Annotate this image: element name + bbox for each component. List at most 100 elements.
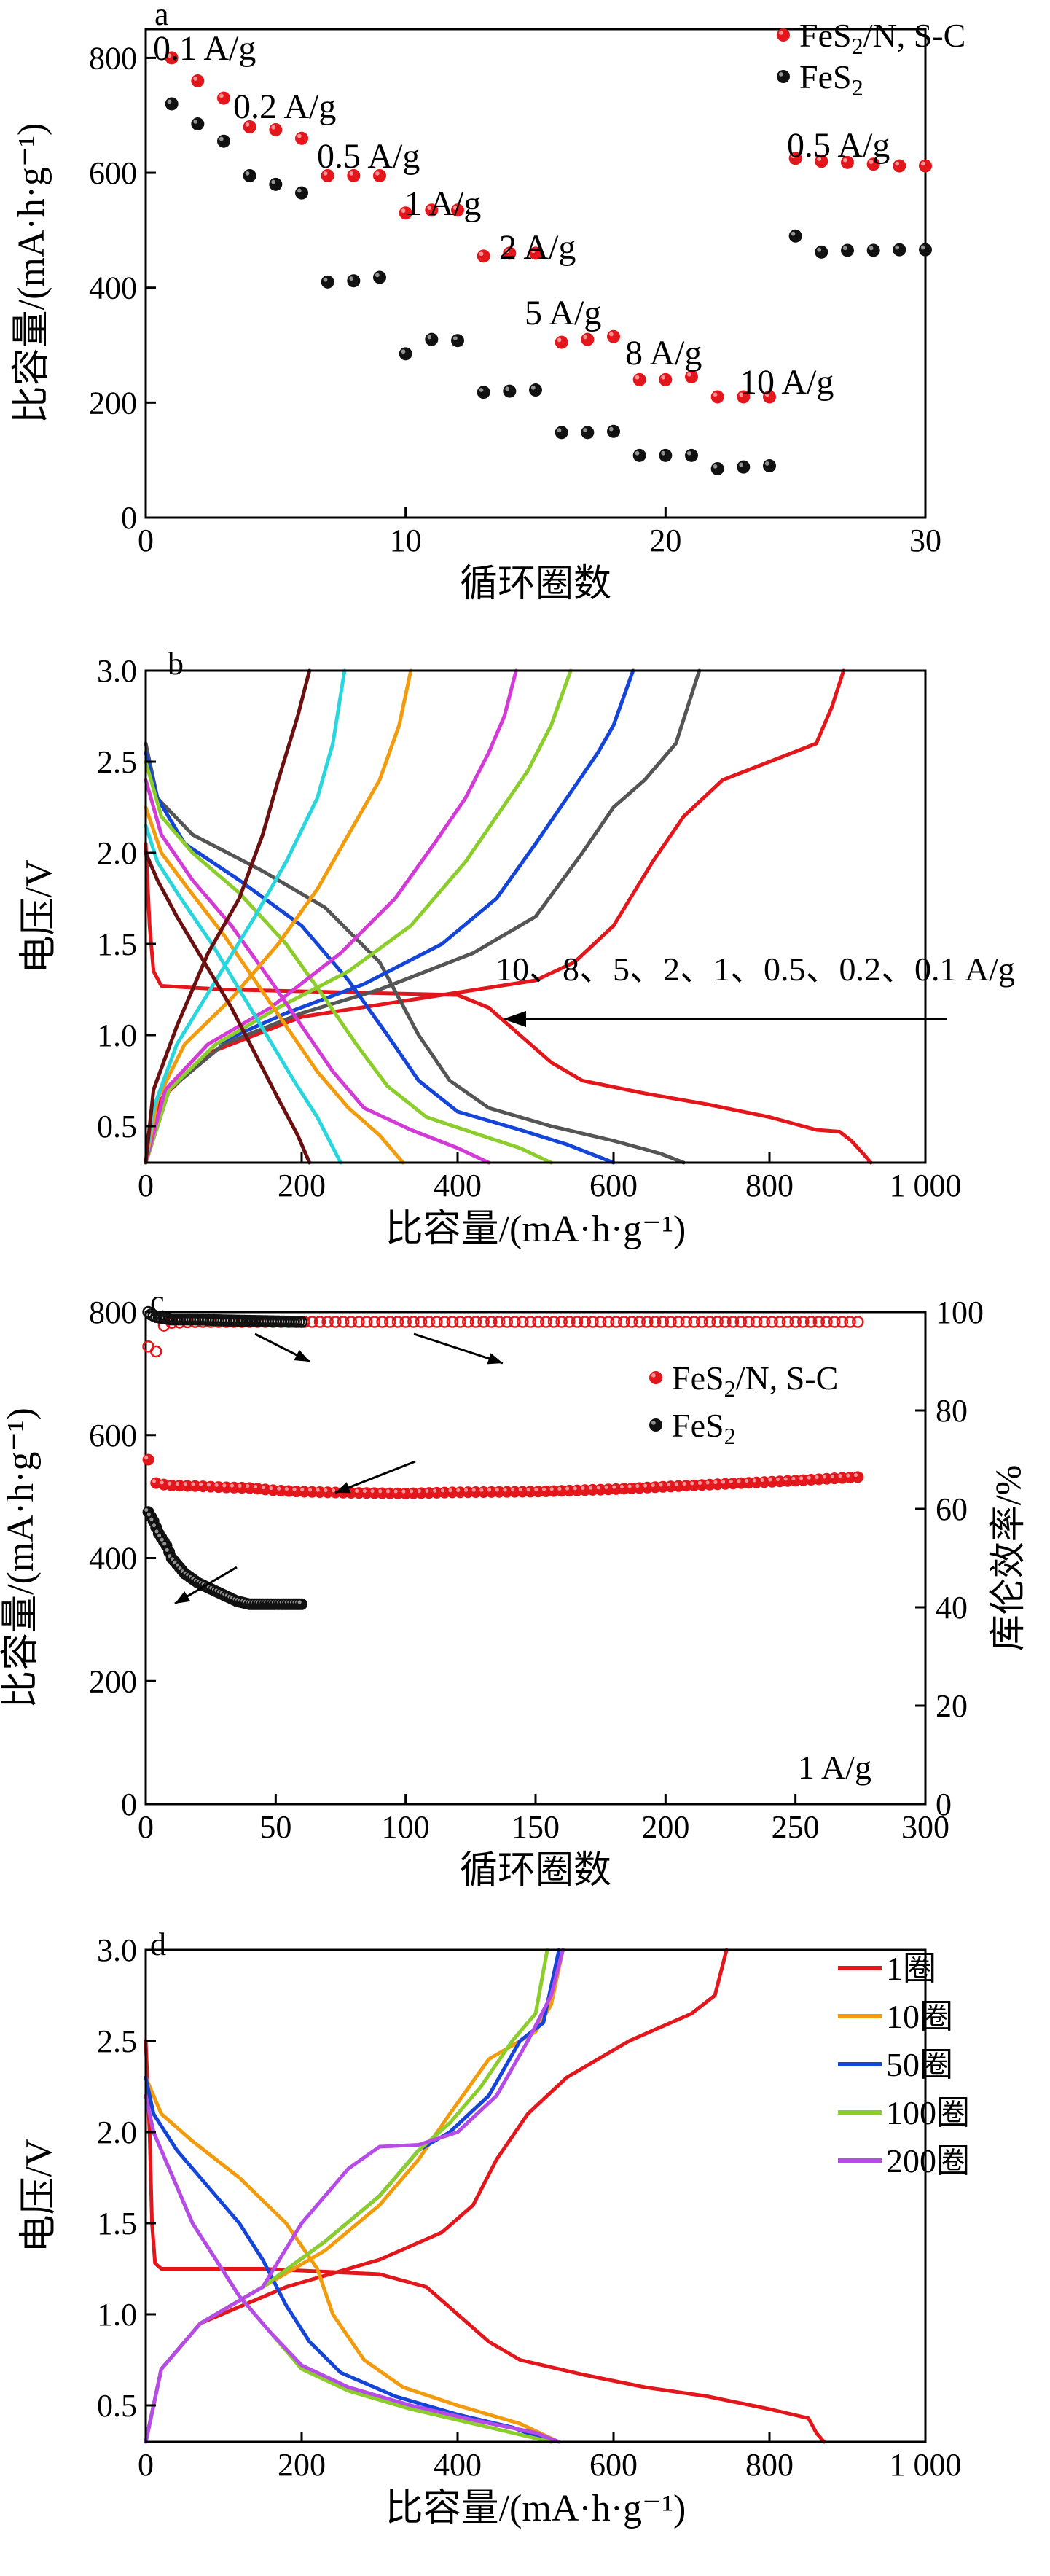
fes2-nsc-efficiency-point (844, 1316, 856, 1328)
x-tick-label: 50 (259, 1809, 291, 1845)
legend-marker-highlight (778, 30, 783, 35)
fes2-nsc-capacity-point-highlight (238, 1483, 242, 1488)
fes2-point-highlight (452, 336, 458, 340)
fes2-nsc-capacity-point-highlight (815, 1475, 819, 1480)
legend-label: FeS2 (672, 1407, 736, 1449)
fes2-point-highlight (349, 276, 354, 281)
fes2-nsc-capacity-point-highlight (277, 1486, 281, 1491)
fes2-point-highlight (583, 428, 588, 433)
fes2-nsc-capacity-point-highlight (324, 1488, 328, 1492)
fes2-point-highlight (920, 245, 925, 250)
fes2-nsc-efficiency-point (454, 1316, 466, 1328)
fes2-point (451, 334, 464, 348)
fes2-point (191, 117, 205, 131)
fes2-nsc-capacity-point-highlight (791, 1476, 796, 1480)
fes2-nsc-capacity-point-highlight (511, 1488, 515, 1492)
fes2-nsc-efficiency-point (391, 1316, 404, 1328)
fes2-nsc-efficiency-point (532, 1316, 544, 1328)
fes2-nsc-point-highlight (193, 76, 198, 81)
fes2-capacity-point-highlight (162, 1542, 167, 1546)
fes2-nsc-point (607, 329, 620, 343)
fes2-nsc-point-highlight (530, 249, 536, 254)
y-axis-label: 比容量/(mA·h·g⁻¹) (0, 1408, 42, 1709)
fes2-point-highlight (401, 349, 406, 354)
y-tick-label: 0 (121, 1787, 137, 1822)
fes2-point (866, 243, 880, 257)
fes2-nsc-efficiency-point (547, 1316, 560, 1328)
charge-curve (144, 1948, 729, 2444)
legend-marker-highlight (778, 71, 783, 77)
rate-annotation: 10 A/g (740, 363, 834, 402)
fes2-capacity-point-highlight (152, 1523, 157, 1528)
y2-tick-label: 60 (936, 1491, 968, 1527)
charge-curve (144, 668, 347, 1165)
fes2-nsc-point (893, 159, 906, 173)
x-tick-label: 600 (589, 2447, 638, 2483)
fes2-nsc-capacity-point-highlight (417, 1489, 421, 1494)
fes2-nsc-capacity-point-highlight (261, 1485, 265, 1490)
fes2-point (217, 134, 230, 148)
fes2-nsc-capacity-point-highlight (526, 1488, 530, 1492)
fes2-point-highlight (842, 246, 847, 251)
x-tick-label: 1 000 (890, 2447, 962, 2483)
fes2-nsc-point-highlight (713, 392, 718, 397)
y2-tick-label: 20 (936, 1688, 968, 1724)
fes2-nsc-efficiency-point (415, 1316, 428, 1328)
fes2-nsc-efficiency-point (368, 1316, 381, 1328)
fes2-nsc-point-highlight (245, 122, 250, 127)
fes2-point-highlight (271, 179, 276, 184)
fes2-nsc-efficiency-point (321, 1316, 334, 1328)
y-tick-label: 1.0 (97, 2297, 137, 2333)
arrow-head (503, 1011, 526, 1027)
fes2-point (529, 383, 542, 397)
fes2-point-highlight (245, 171, 250, 176)
fes2-nsc-capacity-point-highlight (246, 1483, 250, 1488)
fes2-nsc-capacity-point-highlight (604, 1485, 608, 1489)
fes2-nsc-point-highlight (895, 161, 900, 166)
fes2-nsc-capacity-point-highlight (619, 1484, 624, 1489)
fes2-point (555, 426, 568, 440)
fes2-nsc-capacity-point-highlight (440, 1488, 444, 1493)
fes2-point (425, 332, 439, 346)
fes2-nsc-capacity-point-highlight (830, 1474, 834, 1478)
charge-curve (144, 668, 413, 1165)
fes2-nsc-efficiency-point (516, 1316, 529, 1328)
legend-label: 10圈 (886, 1998, 953, 2035)
fes2-nsc-efficiency-point (719, 1316, 732, 1328)
fes2-nsc-point-highlight (817, 157, 822, 162)
y-axis-label: 比容量/(mA·h·g⁻¹) (11, 123, 52, 424)
fes2-capacity-point-highlight (157, 1534, 162, 1538)
charge-curve (144, 1948, 565, 2444)
fes2-nsc-point (191, 74, 205, 87)
y2-tick-label: 0 (936, 1787, 952, 1822)
fes2-nsc-efficiency-point (602, 1316, 615, 1328)
rate-annotation: 0.5 A/g (317, 137, 420, 176)
x-tick-label: 800 (745, 1168, 794, 1203)
discharge-curve (144, 805, 405, 1165)
rate-annotation: 2 A/g (499, 228, 576, 267)
fes2-nsc-point-highlight (271, 125, 276, 130)
fes2-point (841, 243, 854, 257)
fes2-efficiency-point (295, 1316, 308, 1328)
fes2-point (321, 275, 334, 289)
charge-curve (144, 1948, 549, 2444)
y-tick-label: 3.0 (97, 653, 137, 689)
fes2-nsc-efficiency-point (555, 1316, 568, 1328)
fes2-nsc-capacity-point-highlight (807, 1475, 811, 1480)
fes2-nsc-efficiency-point (524, 1316, 537, 1328)
x-tick-label: 10 (390, 523, 422, 558)
fes2-capacity-point-highlight (146, 1513, 151, 1517)
fes2-nsc-capacity-point-highlight (581, 1486, 585, 1490)
fes2-point (893, 243, 906, 257)
legend-marker (777, 28, 790, 42)
fes2-nsc-efficiency-point (696, 1316, 708, 1328)
fes2-nsc-efficiency-point (587, 1316, 599, 1328)
fes2-point (399, 347, 412, 361)
fes2-nsc-efficiency-point (540, 1316, 552, 1328)
fes2-nsc-point-highlight (557, 337, 562, 343)
fes2-nsc-efficiency-point (571, 1316, 584, 1328)
fes2-nsc-efficiency-point (750, 1316, 763, 1328)
panel-c: 0 50 100 150 200 250 3000200400600800020406080… (0, 1284, 1028, 1892)
fes2-nsc-point (555, 335, 568, 349)
x-tick-label: 100 (382, 1809, 430, 1845)
